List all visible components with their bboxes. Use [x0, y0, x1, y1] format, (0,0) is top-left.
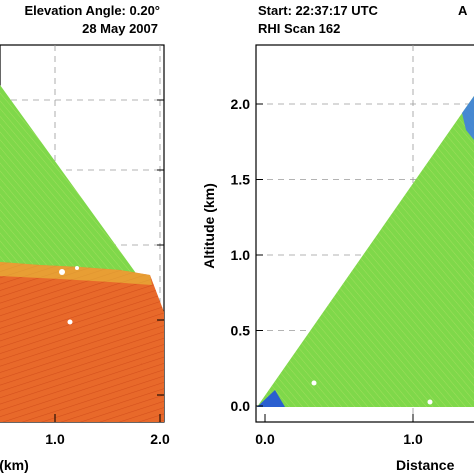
left-header-line2: 28 May 2007 — [82, 21, 158, 36]
left-speckle — [75, 266, 79, 270]
left-speckle — [67, 319, 73, 325]
right-x-tick-label: 1.0 — [403, 431, 423, 447]
right-blue-top — [462, 96, 474, 140]
right-y-tick-label: 1.5 — [231, 172, 251, 188]
right-y-tick-label: 1.0 — [231, 247, 251, 263]
left-orange-streaks — [0, 262, 164, 422]
right-y-tick-label: 0.5 — [231, 323, 251, 339]
left-header-line1: Elevation Angle: 0.20° — [25, 3, 160, 18]
left-x-tick-label: 2.0 — [150, 431, 170, 447]
right-header-partial: A — [458, 3, 468, 18]
right-blue-corner — [257, 390, 285, 407]
right-y-axis-label: Altitude (km) — [201, 183, 217, 269]
right-y-tick-label: 2.0 — [231, 96, 251, 112]
right-y-tick-label: 0.0 — [231, 398, 251, 414]
right-plot-area — [255, 44, 474, 423]
left-x-tick-label: 1.0 — [45, 431, 65, 447]
left-plot-area — [0, 44, 165, 423]
left-x-axis-label: (km) — [0, 457, 29, 473]
left-panel: Elevation Angle: 0.20° 28 May 2007 1.0 2.… — [0, 3, 170, 473]
right-speckle — [311, 380, 317, 386]
right-rhi-texture — [257, 96, 474, 407]
right-y-ticks: 0.0 0.5 1.0 1.5 2.0 — [231, 96, 263, 414]
right-x-axis-label: Distance — [396, 457, 455, 473]
right-header-line2: RHI Scan 162 — [258, 21, 340, 36]
left-x-ticks: 1.0 2.0 — [45, 99, 170, 447]
right-x-tick-label: 0.0 — [255, 431, 275, 447]
left-speckle — [59, 269, 65, 275]
right-header-line1: Start: 22:37:17 UTC — [258, 3, 379, 18]
right-x-ticks: 0.01.02.0 — [255, 414, 423, 447]
left-yellow-band — [0, 262, 152, 285]
right-speckle — [427, 399, 433, 405]
right-panel: Start: 22:37:17 UTC RHI Scan 162 A 0.00.… — [201, 3, 474, 473]
